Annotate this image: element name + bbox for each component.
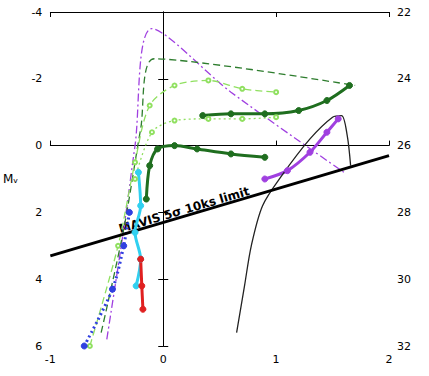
svg-text:2: 2 [386,353,393,366]
svg-text:30: 30 [397,273,411,286]
svg-text:32: 32 [397,340,411,353]
svg-text:-2: -2 [31,72,42,85]
svg-text:Mᵥ: Mᵥ [3,172,18,186]
svg-text:6: 6 [35,340,42,353]
svg-text:1: 1 [273,353,280,366]
svg-text:0: 0 [35,139,42,152]
svg-text:2: 2 [35,206,42,219]
svg-text:24: 24 [397,72,411,85]
svg-text:-1: -1 [45,353,56,366]
svg-text:4: 4 [35,273,42,286]
svg-text:22: 22 [397,6,411,19]
svg-text:28: 28 [397,206,411,219]
svg-text:26: 26 [397,139,411,152]
svg-text:MAVIS 5σ 10ks limit: MAVIS 5σ 10ks limit [117,184,251,236]
svg-text:-4: -4 [31,6,42,19]
svg-text:0: 0 [160,353,167,366]
